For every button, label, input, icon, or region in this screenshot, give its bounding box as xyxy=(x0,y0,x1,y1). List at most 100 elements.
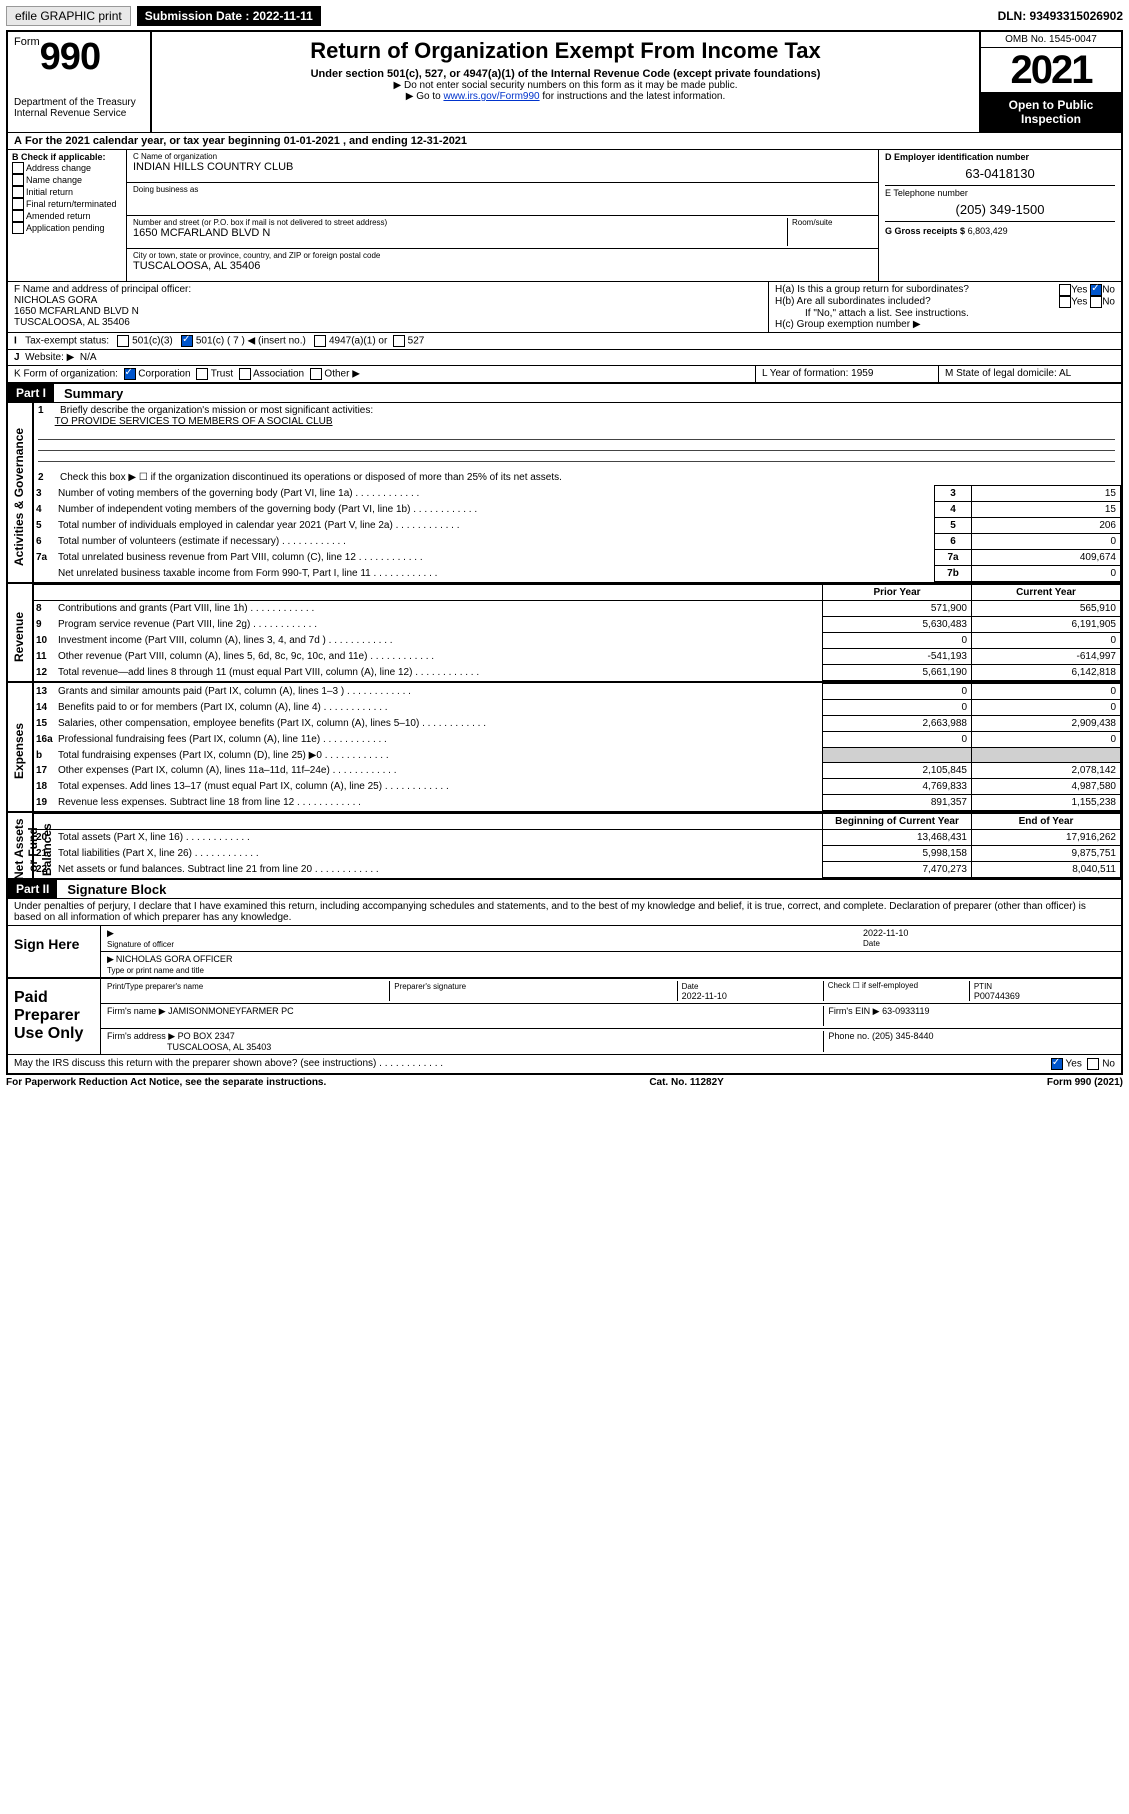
prep-row-3: Firm's address ▶ PO BOX 2347 TUSCALOOSA,… xyxy=(101,1029,1121,1054)
may-irs-yes[interactable] xyxy=(1051,1058,1063,1070)
block-h: H(a) Is this a group return for subordin… xyxy=(769,282,1121,332)
cb-association[interactable] xyxy=(239,368,251,380)
line-l: L Year of formation: 1959 xyxy=(756,366,939,382)
i-label: Tax-exempt status: xyxy=(25,336,109,347)
cb-amended-return[interactable]: Amended return xyxy=(12,210,122,222)
street-label: Number and street (or P.O. box if mail i… xyxy=(133,218,787,227)
tel-label: E Telephone number xyxy=(885,185,1115,198)
prep-date-label: Date xyxy=(682,982,699,991)
col-prior: Prior Year xyxy=(823,585,972,601)
dba-block: Doing business as xyxy=(127,183,878,216)
cb-501c[interactable] xyxy=(181,335,193,347)
h-a-label: H(a) Is this a group return for subordin… xyxy=(775,284,969,296)
part2-header-row: Part II Signature Block xyxy=(8,878,1121,898)
sign-here-block: Sign Here Signature of officer 2022-11-1… xyxy=(8,925,1121,977)
may-irs-no[interactable] xyxy=(1087,1058,1099,1070)
table-expenses: 13Grants and similar amounts paid (Part … xyxy=(32,683,1121,811)
form-note-1: ▶ Do not enter social security numbers o… xyxy=(162,80,969,91)
page-footer: For Paperwork Reduction Act Notice, see … xyxy=(6,1075,1123,1088)
footer-mid: Cat. No. 11282Y xyxy=(649,1077,723,1088)
table-row: 18Total expenses. Add lines 13–17 (must … xyxy=(32,779,1121,795)
b-label: B Check if applicable: xyxy=(12,152,122,162)
firm-name: JAMISONMONEYFARMER PC xyxy=(168,1006,294,1016)
table-row: 16aProfessional fundraising fees (Part I… xyxy=(32,732,1121,748)
h-b-yes[interactable] xyxy=(1059,296,1071,308)
firm-addr-label: Firm's address ▶ xyxy=(107,1031,175,1041)
officer-typed-name: NICHOLAS GORA OFFICER xyxy=(116,954,233,964)
form-container: Form990 Department of the Treasury Inter… xyxy=(6,30,1123,1075)
cb-corporation[interactable] xyxy=(124,368,136,380)
city-value: TUSCALOOSA, AL 35406 xyxy=(133,260,872,272)
h-a-yes[interactable] xyxy=(1059,284,1071,296)
col-boy: Beginning of Current Year xyxy=(823,814,972,830)
paid-preparer-label: Paid Preparer Use Only xyxy=(8,979,101,1054)
header-title-block: Return of Organization Exempt From Incom… xyxy=(152,32,981,132)
open-to-public: Open to Public Inspection xyxy=(981,92,1121,132)
rule-3 xyxy=(38,451,1115,462)
prep-sig-label: Preparer's signature xyxy=(394,982,466,991)
firm-ein-label: Firm's EIN ▶ xyxy=(828,1006,879,1016)
org-name: INDIAN HILLS COUNTRY CLUB xyxy=(133,161,872,173)
h-b-no[interactable] xyxy=(1090,296,1102,308)
cb-4947[interactable] xyxy=(314,335,326,347)
org-name-label: C Name of organization xyxy=(133,152,872,161)
header-right: OMB No. 1545-0047 2021 Open to Public In… xyxy=(981,32,1121,132)
department-label: Department of the Treasury Internal Reve… xyxy=(14,97,144,119)
cb-other[interactable] xyxy=(310,368,322,380)
irs-link[interactable]: www.irs.gov/Form990 xyxy=(443,91,539,102)
sign-here-label: Sign Here xyxy=(8,926,101,977)
prep-row-2: Firm's name ▶ JAMISONMONEYFARMER PC Firm… xyxy=(101,1004,1121,1029)
cb-name-change[interactable]: Name change xyxy=(12,174,122,186)
cb-501c3[interactable] xyxy=(117,335,129,347)
form-note-2: ▶ Go to www.irs.gov/Form990 for instruct… xyxy=(162,91,969,102)
cb-final-return[interactable]: Final return/terminated xyxy=(12,198,122,210)
line-a-text: For the 2021 calendar year, or tax year … xyxy=(25,135,467,147)
h-a-no[interactable] xyxy=(1090,284,1102,296)
submission-date: Submission Date : 2022-11-11 xyxy=(137,6,321,26)
form-number: 990 xyxy=(40,36,100,78)
part1-expenses: Expenses 13Grants and similar amounts pa… xyxy=(8,681,1121,811)
room-label: Room/suite xyxy=(792,218,872,227)
top-bar: efile GRAPHIC print Submission Date : 20… xyxy=(6,6,1123,26)
may-irs-text: May the IRS discuss this return with the… xyxy=(14,1058,376,1069)
gross-value: 6,803,429 xyxy=(968,226,1008,236)
line-i-tax-status: I Tax-exempt status: 501(c)(3) 501(c) ( … xyxy=(8,332,1121,349)
note2-post: for instructions and the latest informat… xyxy=(540,91,726,102)
cb-527[interactable] xyxy=(393,335,405,347)
date-label: Date xyxy=(863,939,880,948)
cb-address-change[interactable]: Address change xyxy=(12,162,122,174)
table-row: 10Investment income (Part VIII, column (… xyxy=(32,633,1121,649)
phone-value: (205) 345-8440 xyxy=(872,1031,934,1041)
table-row: 22Net assets or fund balances. Subtract … xyxy=(32,862,1121,878)
header-left: Form990 Department of the Treasury Inter… xyxy=(8,32,152,132)
table-row: 19Revenue less expenses. Subtract line 1… xyxy=(32,795,1121,811)
officer-label: F Name and address of principal officer: xyxy=(14,284,762,295)
cb-trust[interactable] xyxy=(196,368,208,380)
officer-addr2: TUSCALOOSA, AL 35406 xyxy=(14,317,762,328)
table-row: 17Other expenses (Part IX, column (A), l… xyxy=(32,763,1121,779)
city-block: City or town, state or province, country… xyxy=(127,249,878,281)
efile-print-button[interactable]: efile GRAPHIC print xyxy=(6,6,131,26)
ptin-value: P00744369 xyxy=(974,991,1020,1001)
cb-initial-return[interactable]: Initial return xyxy=(12,186,122,198)
cb-application-pending[interactable]: Application pending xyxy=(12,222,122,234)
firm-addr2: TUSCALOOSA, AL 35403 xyxy=(167,1042,271,1052)
org-name-block: C Name of organization INDIAN HILLS COUN… xyxy=(127,150,878,183)
officer-name-label: Type or print name and title xyxy=(107,966,204,975)
gross-label: G Gross receipts $ xyxy=(885,226,965,236)
part1-header-row: Part I Summary xyxy=(8,382,1121,402)
prep-row-1: Print/Type preparer's name Preparer's si… xyxy=(101,979,1121,1004)
city-label: City or town, state or province, country… xyxy=(133,251,872,260)
prep-self-employed[interactable]: Check ☐ if self-employed xyxy=(824,981,970,1001)
officer-name: NICHOLAS GORA xyxy=(14,295,762,306)
street-value: 1650 MCFARLAND BLVD N xyxy=(133,227,787,239)
firm-ein: 63-0933119 xyxy=(882,1006,929,1016)
form-title: Return of Organization Exempt From Incom… xyxy=(162,38,969,64)
note2-pre: ▶ Go to xyxy=(406,91,444,102)
h-c-label: H(c) Group exemption number ▶ xyxy=(775,319,1115,330)
table-governance: 3Number of voting members of the governi… xyxy=(32,485,1121,582)
declaration-text: Under penalties of perjury, I declare th… xyxy=(8,898,1121,925)
part1-net-assets: Net Assets or Fund Balances Beginning of… xyxy=(8,811,1121,878)
ein-value: 63-0418130 xyxy=(885,162,1115,185)
tel-value: (205) 349-1500 xyxy=(885,198,1115,221)
